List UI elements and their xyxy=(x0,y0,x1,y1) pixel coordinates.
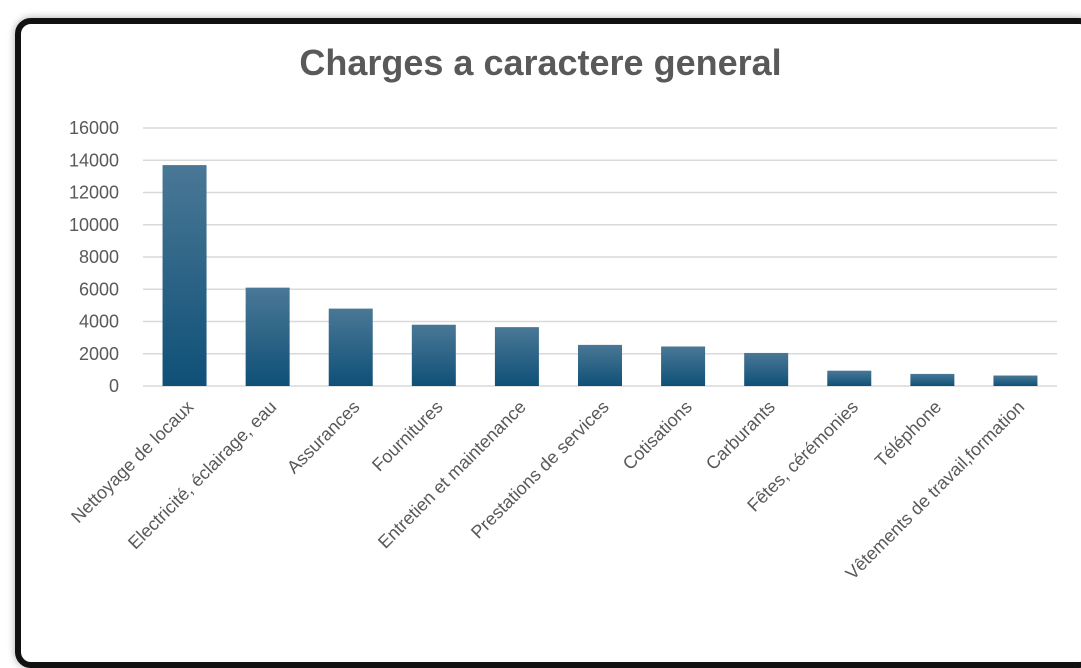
bar xyxy=(910,373,955,386)
y-tick-label: 6000 xyxy=(79,279,119,299)
y-tick-label: 16000 xyxy=(69,118,119,138)
chart-title: Charges a caractere general xyxy=(299,42,782,83)
x-category-label: Vêtements de travail,formation xyxy=(842,397,1029,584)
x-category-label: Téléphone xyxy=(871,397,945,471)
x-category-label: Assurances xyxy=(283,397,364,478)
x-category-label: Entretien et maintenance xyxy=(374,397,530,553)
y-tick-label: 14000 xyxy=(69,150,119,170)
y-tick-label: 4000 xyxy=(79,312,119,332)
x-category-label: Prestations de services xyxy=(467,397,613,543)
bar xyxy=(578,344,622,386)
bar xyxy=(162,165,207,386)
bar xyxy=(245,287,290,386)
y-tick-label: 0 xyxy=(109,376,119,396)
bar xyxy=(827,370,872,386)
bars xyxy=(162,165,1038,386)
y-tick-label: 8000 xyxy=(79,247,119,267)
bar xyxy=(744,352,789,386)
bar xyxy=(328,308,373,386)
y-tick-label: 2000 xyxy=(79,344,119,364)
bar xyxy=(993,375,1038,386)
x-category-label: Electricité, éclairage, eau xyxy=(124,397,280,553)
x-category-label: Fournitures xyxy=(368,397,447,476)
y-axis-tick-labels: 0 2000 4000 6000 8000 10000 12000 14000 16000 xyxy=(69,118,119,396)
bar xyxy=(494,327,539,386)
y-tick-label: 10000 xyxy=(69,215,119,235)
bar xyxy=(411,324,456,386)
bar xyxy=(661,346,706,386)
y-tick-label: 12000 xyxy=(69,183,119,203)
x-category-label: Cotisations xyxy=(619,397,696,474)
x-category-label: Carburants xyxy=(702,397,779,474)
